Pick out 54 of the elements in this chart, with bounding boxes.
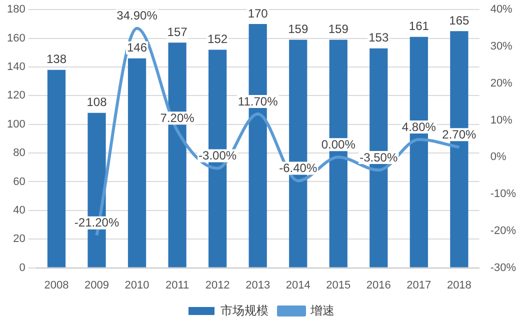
y-tick-label: 100 (6, 118, 26, 130)
data-label: 11.70% (238, 94, 278, 108)
data-label: 159 (328, 22, 349, 36)
data-label: 4.80% (402, 120, 436, 134)
y-tick-label: 160 (6, 32, 26, 44)
y2-tick-label: 30% (490, 40, 513, 53)
data-label: -3.00% (198, 148, 237, 163)
y-tick-label: 180 (6, 4, 26, 16)
y-tick-label: 20 (13, 233, 26, 246)
legend-label: 增速 (310, 303, 334, 318)
data-label: 0.00% (321, 137, 356, 152)
data-label: 153 (368, 30, 389, 45)
y2-tick-label: 20% (490, 77, 513, 90)
data-label: 7.20% (160, 110, 195, 125)
bar (128, 58, 146, 268)
y-tick-label: 80 (13, 147, 26, 160)
data-label: 138 (46, 52, 67, 66)
legend-label: 市场规模 (220, 303, 268, 318)
data-label: -3.50% (360, 150, 398, 164)
x-tick-label: 2010 (124, 279, 150, 292)
y2-tick-label: -10% (490, 188, 516, 200)
data-label: 159 (288, 22, 308, 36)
data-label: 108 (86, 95, 108, 110)
x-tick-label: 2018 (446, 279, 472, 292)
x-tick-label: 2017 (406, 279, 432, 292)
x-tick-label: 2011 (165, 279, 190, 292)
y-tick-label: 40 (13, 204, 26, 216)
x-tick-label: 2008 (44, 279, 69, 292)
y2-tick-label: -30% (490, 262, 516, 274)
data-label: 146 (127, 40, 148, 55)
y2-tick-label: 40% (490, 4, 513, 16)
x-tick-label: 2009 (84, 279, 109, 292)
data-label: 161 (408, 19, 430, 34)
y-tick-label: 0 (19, 262, 26, 274)
data-label: -6.40% (279, 161, 318, 176)
data-label: -21.20% (74, 216, 120, 230)
x-tick-label: 2014 (286, 279, 310, 292)
y-tick-label: 120 (6, 90, 26, 102)
y2-tick-label: 0% (490, 151, 506, 164)
data-label: 152 (208, 32, 228, 46)
data-label: 170 (248, 6, 268, 20)
y2-tick-label: 10% (490, 114, 513, 126)
data-label: 34.90% (116, 8, 158, 23)
x-tick-label: 2015 (326, 279, 351, 292)
bar (47, 70, 66, 268)
data-label: 2.70% (442, 127, 477, 142)
y-tick-label: 140 (6, 61, 26, 74)
y2-tick-label: -20% (490, 224, 516, 237)
x-tick-label: 2016 (366, 279, 391, 292)
data-label: 157 (167, 24, 188, 39)
data-label: 165 (449, 13, 470, 28)
x-tick-label: 2013 (246, 279, 270, 292)
y-tick-label: 60 (13, 176, 26, 188)
x-tick-label: 2012 (205, 279, 230, 292)
